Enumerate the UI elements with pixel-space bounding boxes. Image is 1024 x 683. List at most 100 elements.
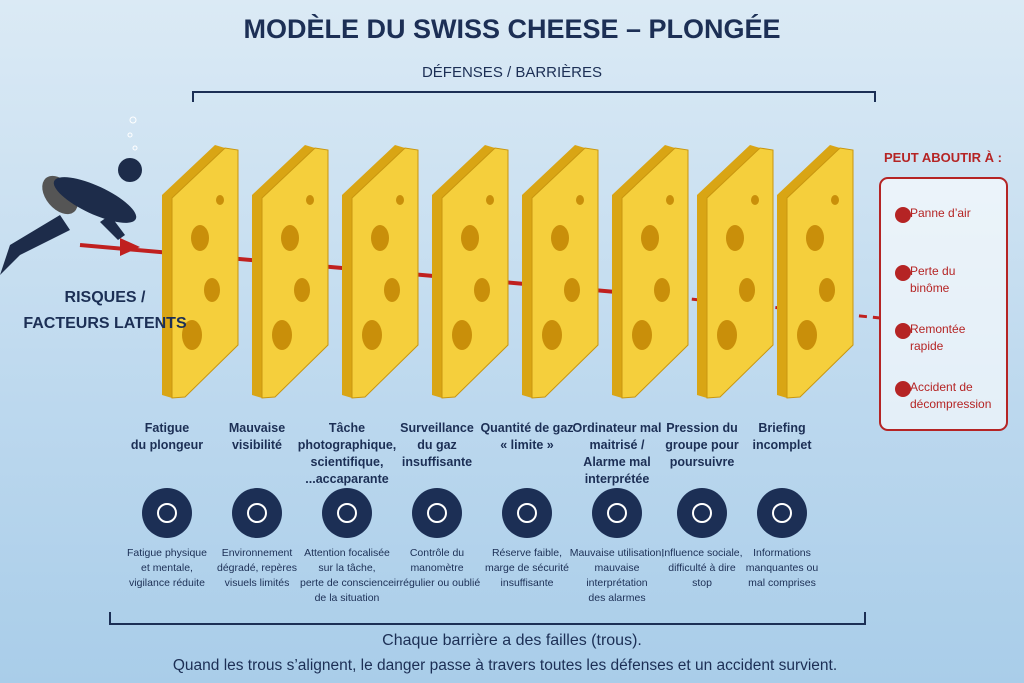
cheese-hole — [272, 320, 292, 350]
barrier-detail: perte de conscience — [300, 577, 394, 589]
barrier-label: Tâche — [328, 421, 366, 435]
cheese-hole — [564, 278, 580, 302]
barrier-detail: mauvaise — [594, 562, 640, 574]
barrier-icon — [592, 488, 642, 538]
outcome-header: PEUT ABOUTIR À : — [884, 150, 1002, 165]
cheese-hole — [396, 195, 404, 205]
footer-line: Quand les trous s’alignent, le danger pa… — [172, 657, 838, 674]
cheese-slice — [522, 145, 599, 399]
outcome-label: Remontée — [910, 322, 966, 336]
cheese-hole — [819, 278, 835, 302]
cheese-hole — [306, 195, 314, 205]
barrier-detail: Informations — [753, 547, 811, 559]
barrier-label: groupe pour — [665, 438, 739, 452]
outcome-icon — [895, 381, 911, 397]
bottom-bracket — [109, 612, 866, 625]
barrier-label: photographique, — [297, 438, 397, 452]
barrier-detail: et mentale, — [141, 562, 193, 574]
cheese-hole — [831, 195, 839, 205]
cheese-hole — [632, 320, 652, 350]
barrier-detail: des alarmes — [588, 592, 646, 604]
cheese-hole — [486, 195, 494, 205]
barrier-detail: manomètre — [410, 562, 464, 574]
barrier-label: du gaz — [417, 438, 457, 452]
barrier-label: insuffisante — [401, 455, 473, 469]
cheese-side — [777, 145, 840, 398]
cheese-hole — [551, 225, 569, 251]
barrier-icon-glyph — [247, 503, 267, 523]
cheese-hole — [294, 278, 310, 302]
barrier-detail: Mauvaise utilisation, — [569, 547, 665, 559]
barrier-icon-glyph — [692, 503, 712, 523]
barrier-icon-glyph — [337, 503, 357, 523]
defenses-label: DÉFENSES / BARRIÈRES — [421, 64, 603, 81]
cheese-hole — [654, 278, 670, 302]
barrier-detail: de la situation — [314, 592, 380, 604]
barrier-detail: stop — [692, 577, 712, 589]
barrier-detail: dégradé, repères — [217, 562, 297, 574]
barrier-detail: Fatigue physique — [127, 547, 207, 559]
cheese-slice — [162, 145, 239, 399]
barrier-label: maitrisé / — [589, 438, 645, 452]
barrier-label: Pression du — [666, 421, 738, 435]
cheese-hole — [806, 225, 824, 251]
cheese-hole — [461, 225, 479, 251]
outcome-label: Accident de — [910, 380, 973, 394]
cheese-side — [612, 145, 675, 398]
cheese-hole — [281, 225, 299, 251]
barrier-detail: sur la tâche, — [318, 562, 376, 574]
cheese-side — [342, 145, 405, 398]
barrier-detail: Réserve faible, — [491, 547, 563, 559]
barrier-label: Alarme mal — [583, 455, 651, 469]
outcome-label: binôme — [910, 281, 950, 295]
barrier-label: « limite » — [500, 438, 554, 452]
barrier-label: Surveillance — [400, 421, 474, 435]
cheese-hole — [666, 195, 674, 205]
risk-label: RISQUES / — [64, 289, 146, 306]
cheese-hole — [204, 278, 220, 302]
barrier-label: Ordinateur mal — [572, 421, 662, 435]
cheese-hole — [384, 278, 400, 302]
outcome-label: Panne d’air — [910, 206, 971, 220]
barrier-detail: visuels limités — [224, 577, 290, 589]
barrier-icon-glyph — [607, 503, 627, 523]
outcome-icon — [895, 323, 911, 339]
barrier-icon-glyph — [517, 503, 537, 523]
top-bracket — [192, 91, 876, 102]
outcome-label: Perte du — [910, 264, 956, 278]
cheese-hole — [717, 320, 737, 350]
barrier-label: Quantité de gaz — [480, 421, 574, 435]
cheese-hole — [797, 320, 817, 350]
barrier-detail: marge de sécurité — [484, 562, 570, 574]
cheese-side — [162, 145, 225, 398]
barrier-label: Fatigue — [144, 421, 190, 435]
cheese-hole — [362, 320, 382, 350]
outcome-box — [879, 177, 1008, 431]
barrier-label: poursuivre — [669, 455, 735, 469]
cheese-hole — [452, 320, 472, 350]
barrier-label: incomplet — [752, 438, 812, 452]
title: MODÈLE DU SWISS CHEESE – PLONGÉE — [243, 14, 781, 44]
cheese-side — [252, 145, 315, 398]
cheese-hole — [371, 225, 389, 251]
cheese-slice — [697, 145, 774, 399]
cheese-hole — [576, 195, 584, 205]
barrier-detail: Attention focalisée — [304, 547, 390, 559]
barrier-detail: Contrôle du — [409, 547, 465, 559]
barrier-icon — [232, 488, 282, 538]
cheese-side — [432, 145, 495, 398]
barrier-detail: Environnement — [221, 547, 293, 559]
barrier-detail: manquantes ou — [745, 562, 819, 574]
cheese-hole — [191, 225, 209, 251]
footer-line: Chaque barrière a des failles (trous). — [382, 632, 642, 649]
barrier-label: Mauvaise — [228, 421, 286, 435]
outcome-label: rapide — [910, 339, 944, 353]
barrier-icon-glyph — [772, 503, 792, 523]
cheese-slice — [612, 145, 689, 399]
barrier-detail: difficulté à dire — [668, 562, 736, 574]
barrier-detail: mal comprises — [748, 577, 816, 589]
barrier-detail: Influence sociale, — [661, 547, 743, 559]
barrier-icon — [677, 488, 727, 538]
